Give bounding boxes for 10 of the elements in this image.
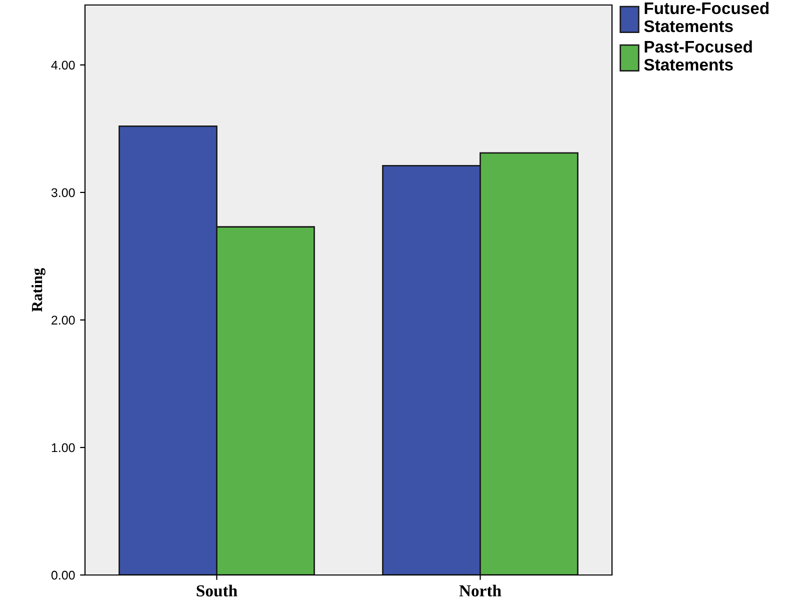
x-tick-label: South: [196, 584, 238, 596]
y-tick-label: 1.00: [52, 443, 75, 452]
y-axis-title: Rating: [31, 268, 46, 312]
y-tick-label: 3.00: [51, 188, 75, 198]
legend-label: Future-Focused Statements: [644, 2, 768, 32]
y-tick-label: 4.00: [51, 60, 75, 70]
legend-label: Past-Focused Statements: [644, 40, 752, 71]
x-tick-label: North: [459, 584, 502, 596]
y-tick-label: 0.00: [51, 570, 75, 580]
y-tick-label: 2.00: [52, 316, 75, 325]
